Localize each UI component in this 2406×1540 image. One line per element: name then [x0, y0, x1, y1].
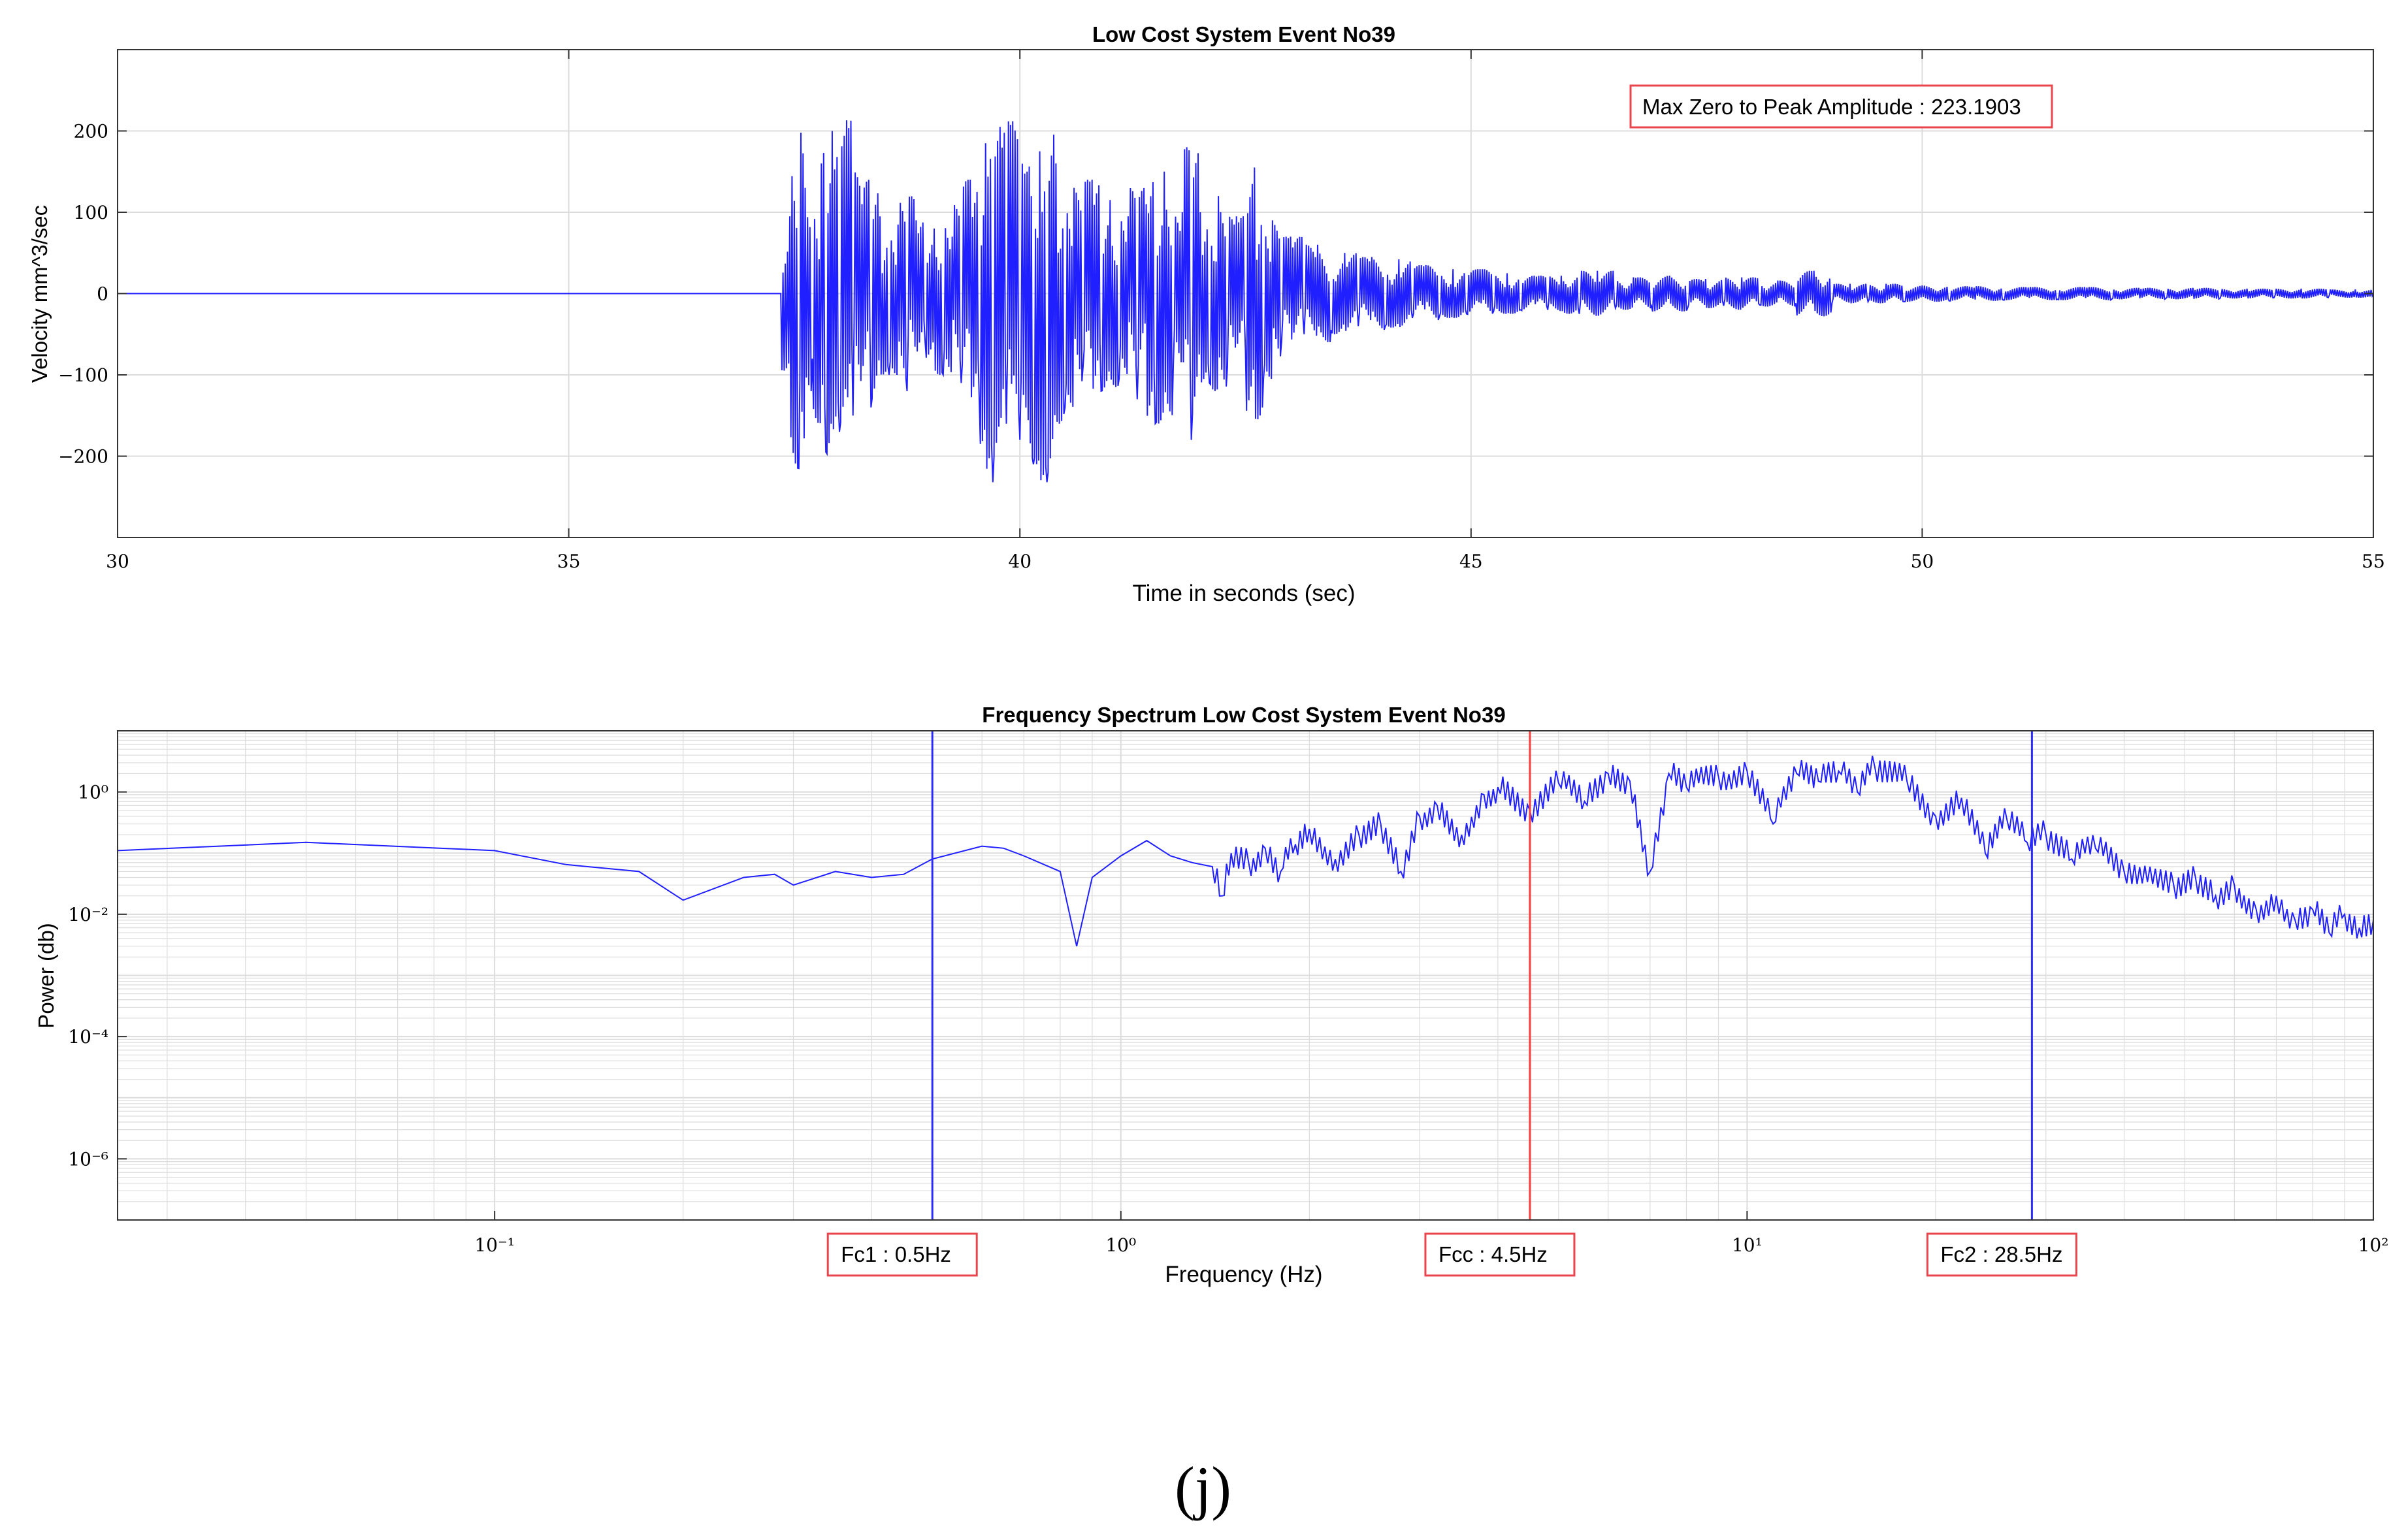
bottom-y-tick-label: 10⁻⁶ — [68, 1148, 108, 1170]
bottom-x-tick-label: 10² — [2358, 1234, 2389, 1256]
top-y-axis-label: Velocity mm^3/sec — [27, 205, 52, 383]
cutoff-label-text: Fc2 : 28.5Hz — [1940, 1242, 2062, 1266]
bottom-x-ticks: 10⁻¹ 10⁰ 10¹ 10² — [474, 1211, 2388, 1256]
top-x-ticks: 30 35 40 45 50 55 — [106, 50, 2385, 572]
top-x-tick-label: 55 — [2362, 551, 2385, 572]
top-y-tick-label: 0 — [97, 283, 108, 305]
top-plot-area — [118, 120, 2374, 483]
bottom-x-tick-label: 10¹ — [1732, 1234, 1763, 1256]
annotation-box — [1629, 84, 2053, 129]
bottom-y-tick-label: 10⁻⁴ — [68, 1026, 108, 1048]
cutoff-label-box — [1424, 1232, 1576, 1277]
cutoff-marker-lines — [931, 731, 2033, 1220]
figure-caption: (j) — [1175, 1454, 1231, 1521]
top-y-tick-label: −200 — [58, 446, 108, 468]
velocity-series-line — [118, 120, 2374, 483]
cutoff-label-box — [1926, 1232, 2077, 1277]
bottom-x-tick-label: 10⁻¹ — [474, 1234, 515, 1256]
bottom-y-axis-label: Power (db) — [34, 923, 58, 1028]
time-series-chart: Low Cost System Event No39 30 35 40 45 50 55 … — [27, 22, 2385, 606]
top-y-tick-label: 100 — [74, 202, 108, 223]
bottom-grid — [118, 731, 2373, 1221]
top-x-tick-label: 35 — [557, 551, 581, 572]
bottom-plot-area — [117, 756, 2374, 947]
annotation-text: Max Zero to Peak Amplitude : 223.1903 — [1642, 95, 2021, 119]
max-amplitude-annotation: Max Zero to Peak Amplitude : 223.1903 — [1629, 84, 2053, 129]
frequency-spectrum-chart: Frequency Spectrum Low Cost System Event… — [34, 703, 2388, 1287]
power-spectrum-line — [117, 756, 2374, 947]
top-x-axis-label: Time in seconds (sec) — [1132, 581, 1355, 606]
cutoff-label-text: Fcc : 4.5Hz — [1439, 1242, 1548, 1266]
top-y-tick-label: −100 — [58, 364, 108, 386]
top-y-ticks: −200 −100 0 100 200 — [58, 121, 2373, 468]
bottom-y-tick-label: 10⁰ — [78, 782, 108, 803]
bottom-y-tick-label: 10⁻² — [68, 904, 108, 925]
top-x-tick-label: 50 — [1911, 551, 1934, 572]
top-y-tick-label: 200 — [74, 121, 108, 142]
cutoff-label-text: Fc1 : 0.5Hz — [841, 1242, 951, 1266]
bottom-y-ticks: 10⁻⁶ 10⁻⁴ 10⁻² 10⁰ — [68, 782, 127, 1170]
bottom-chart-title: Frequency Spectrum Low Cost System Event… — [982, 703, 1505, 727]
bottom-x-axis-label: Frequency (Hz) — [1165, 1262, 1322, 1287]
cutoff-marker-labels: Fc1 : 0.5Hz Fcc : 4.5Hz Fc2 : 28.5Hz — [826, 1232, 2077, 1277]
bottom-axes-frame — [117, 730, 2374, 1221]
top-x-tick-label: 40 — [1008, 551, 1032, 572]
top-x-tick-label: 30 — [106, 551, 129, 572]
top-x-tick-label: 45 — [1459, 551, 1483, 572]
top-chart-title: Low Cost System Event No39 — [1092, 22, 1395, 46]
cutoff-label-box — [826, 1232, 978, 1277]
bottom-x-tick-label: 10⁰ — [1105, 1234, 1136, 1256]
